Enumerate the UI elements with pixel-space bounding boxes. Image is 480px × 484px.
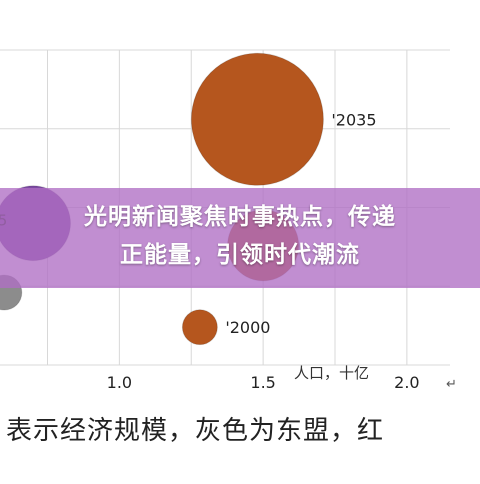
headline-line-2: 正能量，引领时代潮流 [120,242,360,268]
x-tick-label: 1.5 [250,373,275,392]
x-axis-label: 人口，十亿 [294,364,369,382]
headline-banner: 光明新闻聚焦时事热点，传递 正能量，引领时代潮流 [0,188,480,288]
bubble-label: '2035 [331,110,376,129]
caption-text: 表示经济规模，灰色为东盟，红 [6,416,385,446]
caption-area: 表示经济规模，灰色为东盟，红 [0,400,480,480]
return-arrow-icon: ↵ [446,377,457,392]
bubble [190,52,324,186]
headline-line-1: 光明新闻聚焦时事热点，传递 [84,204,396,230]
bubble-label: '2000 [225,318,270,337]
x-tick-label: 2.0 [394,373,419,392]
x-tick-label: 1.0 [107,373,132,392]
x-axis-ticks: 1.0 1.5 2.0 [107,373,420,392]
bubble [181,309,218,346]
